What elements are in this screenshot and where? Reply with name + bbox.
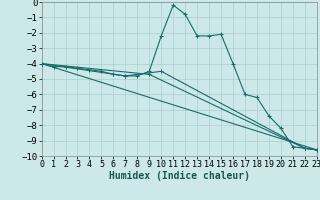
- X-axis label: Humidex (Indice chaleur): Humidex (Indice chaleur): [109, 171, 250, 181]
